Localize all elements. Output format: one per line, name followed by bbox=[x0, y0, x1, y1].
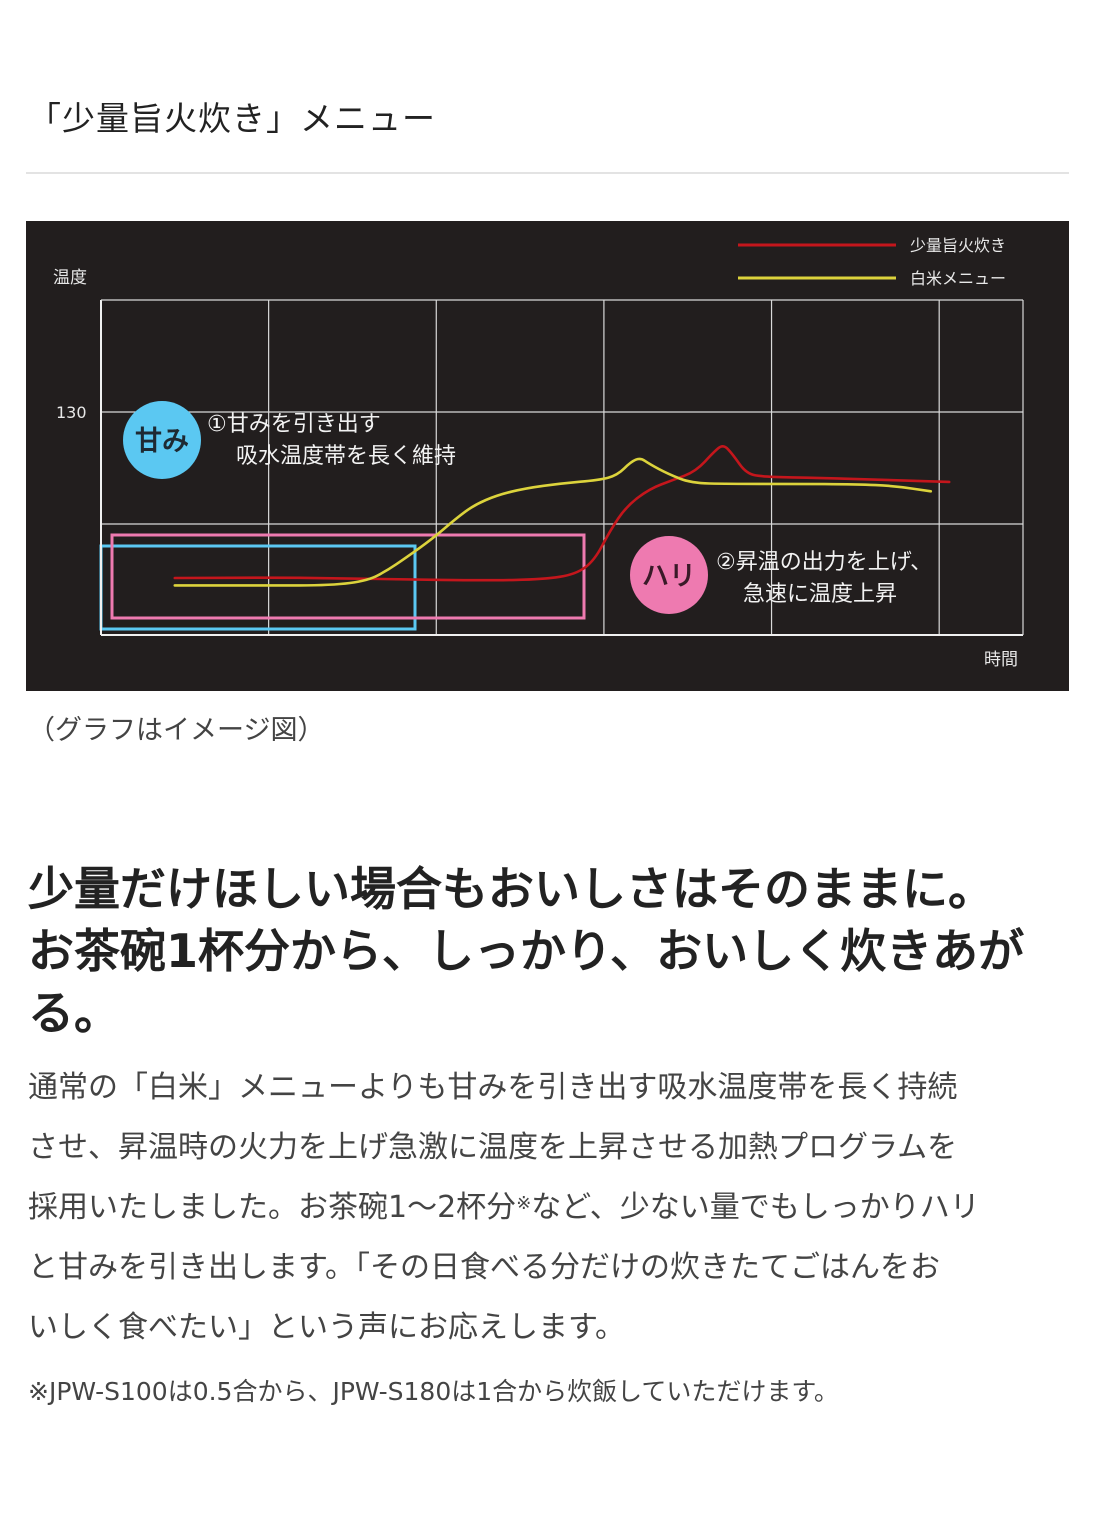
y-tick-label: 130 bbox=[56, 403, 87, 422]
annotation-sweetness: 甘み ①甘みを引き出す 吸水温度帯を長く維持 bbox=[123, 401, 456, 479]
body-line: など、少ない量でもしっかりハリ bbox=[531, 1190, 980, 1225]
series-line-red bbox=[173, 445, 951, 582]
annotation-firmness-line1: ②昇温の出力を上げ、 bbox=[716, 550, 932, 575]
annotation-sweetness-line1: ①甘みを引き出す bbox=[207, 412, 381, 437]
annotation-sweetness-line2: 吸水温度帯を長く維持 bbox=[236, 444, 456, 469]
body-text: 通常の「白米」メニューよりも甘みを引き出す吸水温度帯を長く持続 させ、昇温時の火… bbox=[28, 1058, 1094, 1358]
section-title: 「少量旨火炊き」メニュー bbox=[28, 99, 436, 138]
series-lines bbox=[173, 445, 951, 587]
body-line: させ、昇温時の火力を上げ急激に温度を上昇させる加熱プログラムを bbox=[28, 1130, 958, 1165]
annotation-boxes bbox=[99, 533, 586, 631]
chart-svg: 温度 130 時間 少量旨火炊き 白米メニュー 甘み ①甘みを引き出す 吸水温度… bbox=[53, 236, 1024, 670]
badge-firmness bbox=[630, 536, 708, 614]
footnote-mark: ※ bbox=[516, 1193, 532, 1214]
body-line: 採用いたしました。お茶碗1～2杯分 bbox=[28, 1190, 517, 1225]
legend: 少量旨火炊き 白米メニュー bbox=[738, 236, 1006, 288]
body-line: と甘みを引き出します。「その日食べる分だけの炊きたてごはんをお bbox=[28, 1250, 940, 1285]
body-line: 通常の「白米」メニューよりも甘みを引き出す吸水温度帯を長く持続 bbox=[28, 1070, 958, 1105]
badge-sweetness-label: 甘み bbox=[135, 426, 189, 457]
annotation-box-firmness bbox=[110, 533, 586, 620]
chart-grid bbox=[101, 300, 1023, 635]
divider bbox=[26, 172, 1069, 174]
headline-line: 少量だけほしい場合もおいしさはそのままに。 bbox=[28, 862, 994, 916]
y-axis-label: 温度 bbox=[53, 268, 87, 288]
footnote: ※JPW-S100は0.5合から、JPW-S180は1合から炊飯していただけます… bbox=[28, 1377, 839, 1406]
badge-sweetness bbox=[123, 401, 201, 479]
x-axis-label: 時間 bbox=[984, 650, 1018, 670]
legend-label-red: 少量旨火炊き bbox=[910, 236, 1006, 255]
annotation-firmness: ハリ ②昇温の出力を上げ、 急速に温度上昇 bbox=[630, 536, 932, 614]
chart-frame bbox=[100, 299, 1024, 636]
body-line: いしく食べたい」という声にお応えします。 bbox=[28, 1310, 625, 1345]
badge-firmness-label: ハリ bbox=[642, 561, 696, 592]
headline-line: お茶碗1杯分から、しっかり、おいしく炊きあが bbox=[28, 924, 1025, 978]
series-line-yellow bbox=[173, 457, 933, 587]
annotation-firmness-line2: 急速に温度上昇 bbox=[743, 582, 897, 607]
chart-caption: （グラフはイメージ図） bbox=[28, 715, 325, 746]
headline: 少量だけほしい場合もおいしさはそのままに。 お茶碗1杯分から、しっかり、おいしく… bbox=[28, 858, 1088, 1044]
legend-label-yellow: 白米メニュー bbox=[910, 269, 1006, 288]
temperature-chart: 温度 130 時間 少量旨火炊き 白米メニュー 甘み ①甘みを引き出す 吸水温度… bbox=[26, 221, 1069, 691]
headline-line: る。 bbox=[28, 986, 120, 1040]
